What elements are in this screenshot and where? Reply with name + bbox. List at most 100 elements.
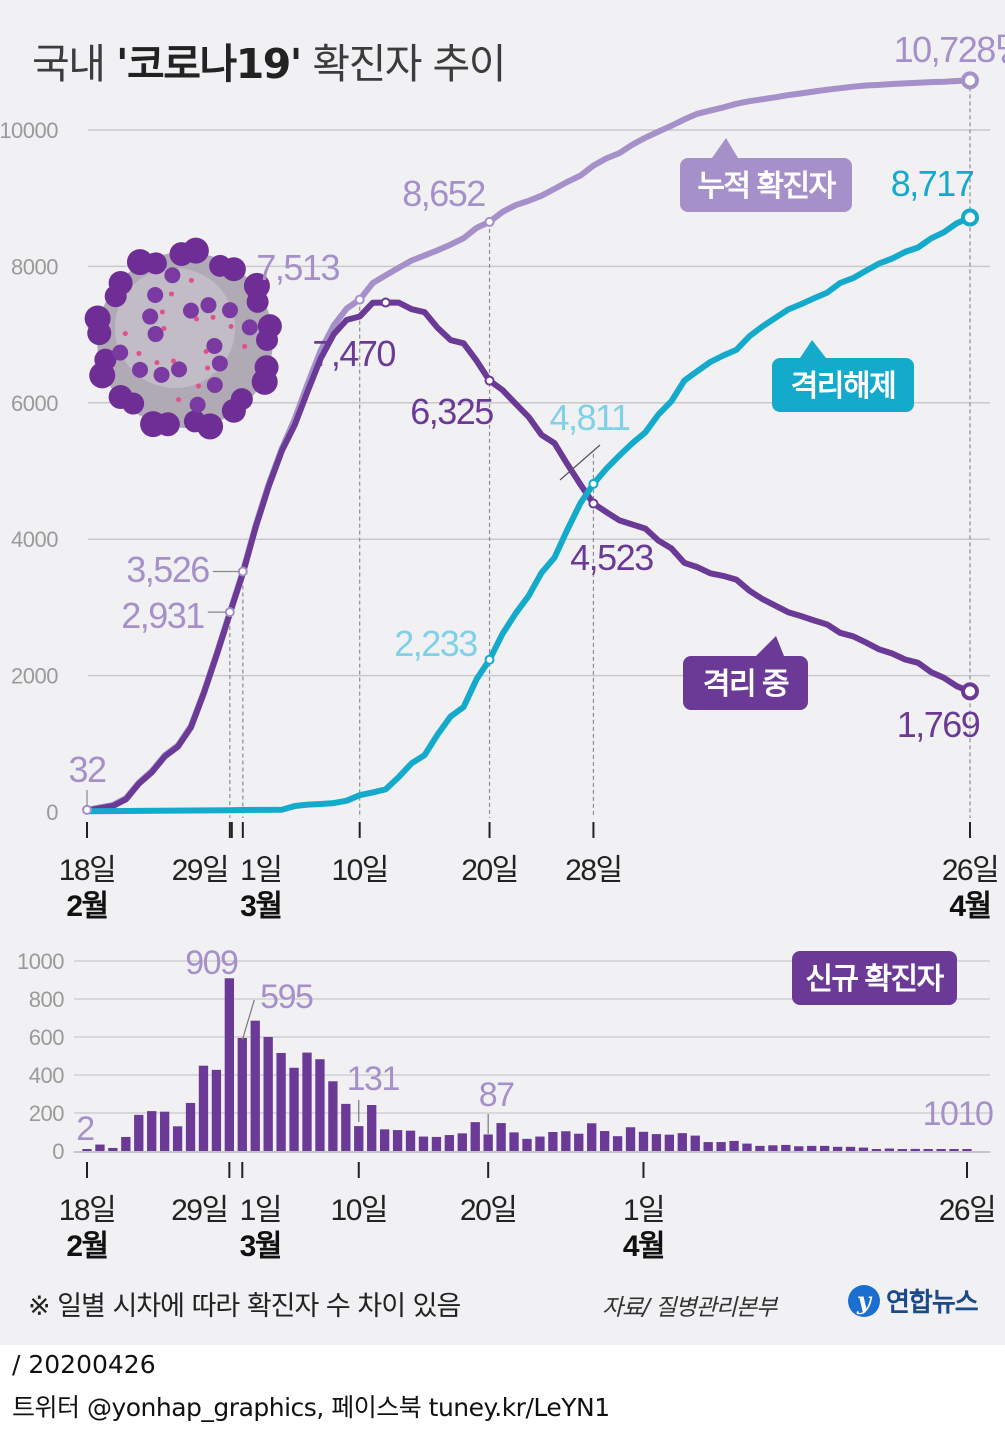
bar-x-tick-label: 29일 [171, 1194, 227, 1227]
bar [794, 1146, 804, 1151]
credit-social: 트위터 @yonhap_graphics, 페이스북 tuney.kr/LeYN… [12, 1393, 610, 1422]
bar [392, 1130, 403, 1151]
point-marker [484, 654, 495, 665]
virus-spike-icon [108, 270, 133, 295]
bar-x-tick-label: 26일 [939, 1194, 995, 1227]
virus-spike-icon [206, 337, 223, 354]
bar [962, 1149, 972, 1151]
bar-x-month-label: 3월 [240, 1230, 281, 1263]
virus-spike-icon [147, 326, 164, 343]
bar [690, 1135, 700, 1151]
point-marker [237, 566, 248, 577]
virus-dot-icon [122, 331, 128, 337]
virus-spike-icon [94, 348, 117, 371]
virus-dot-icon [154, 360, 160, 366]
bar [341, 1103, 351, 1151]
bar [677, 1133, 687, 1151]
bar [742, 1143, 752, 1151]
bar [470, 1122, 480, 1151]
virus-dot-icon [188, 277, 194, 283]
x-tick-label: 20일 [461, 854, 517, 887]
bar-x-tick-label: 10일 [331, 1194, 387, 1227]
legend-released-bubble [772, 358, 914, 412]
bar [768, 1145, 778, 1151]
title-bold: '코로나19' [115, 40, 302, 88]
x-month-label: 4월 [949, 890, 990, 923]
data-label-released: 8,717 [891, 163, 974, 204]
y-tick-label: 10000 [0, 118, 58, 143]
virus-spike-icon [108, 385, 133, 410]
bar [198, 1065, 209, 1151]
virus-dot-icon [196, 383, 202, 389]
data-label-cumulative: 2,931 [121, 595, 204, 636]
point-marker [588, 498, 599, 509]
point-marker [961, 208, 979, 227]
bar [625, 1127, 636, 1151]
point-marker [588, 478, 599, 489]
legend-isolated-tail [756, 636, 784, 656]
bar [211, 1069, 222, 1151]
bar [276, 1052, 286, 1151]
data-label-isolated: 6,325 [410, 391, 493, 432]
virus-spike-icon [140, 411, 167, 438]
bar [367, 1105, 377, 1151]
x-month-label: 3월 [240, 890, 281, 923]
virus-spike-icon [200, 297, 217, 314]
point-marker [354, 294, 365, 305]
bar-data-label: 909 [185, 944, 238, 982]
x-tick-label: 10일 [331, 854, 387, 887]
virus-spike-icon [241, 319, 258, 336]
point-marker [224, 607, 235, 618]
bar [897, 1149, 907, 1151]
data-label-cumulative: 32 [68, 749, 106, 790]
bar-x-tick-label: 18일 [59, 1194, 115, 1227]
bar [509, 1132, 519, 1151]
chart-svg: 0200040006000800010000322,9313,5267,5138… [0, 29, 1005, 1263]
bar-y-tick-label: 600 [29, 1025, 64, 1050]
bar [159, 1111, 170, 1151]
title-suffix: 확진자 추이 [300, 40, 506, 88]
footnote: ※ 일별 시차에 따라 확진자 수 차이 있음 [28, 1291, 461, 1322]
legend-new-label: 신규 확진자 [805, 963, 944, 996]
bar [871, 1149, 882, 1151]
legend-cumulative-bubble [680, 158, 852, 212]
yonhap-mark-icon: y [848, 1284, 880, 1317]
virus-spike-icon [131, 361, 148, 378]
bar-data-label: 595 [260, 978, 313, 1016]
bar-y-tick-label: 0 [52, 1139, 64, 1164]
chart-title: 국내 '코로나19' 확진자 추이 [32, 30, 506, 90]
bar [185, 1102, 196, 1151]
bar-x-tick-label: 1일 [623, 1194, 664, 1227]
yonhap-logo: y 연합뉴스 [848, 1282, 979, 1319]
virus-spike-icon [144, 252, 167, 275]
data-label-cumulative: 8,652 [402, 173, 485, 214]
bar [832, 1146, 843, 1151]
virus-spike-icon [257, 314, 282, 339]
bar [587, 1123, 597, 1151]
virus-spike-icon [182, 302, 199, 319]
y-tick-label: 2000 [11, 664, 58, 689]
bar [755, 1145, 765, 1151]
bar-y-tick-label: 200 [29, 1101, 64, 1126]
bar [923, 1149, 933, 1151]
bar [612, 1136, 623, 1151]
bar [172, 1126, 183, 1151]
bar [328, 1081, 338, 1151]
virus-spike-icon [206, 377, 223, 394]
x-tick-label: 18일 [59, 854, 115, 887]
bar [910, 1148, 920, 1151]
bar-y-tick-label: 1000 [17, 949, 64, 974]
virus-spike-icon [243, 272, 270, 299]
legend-isolated-bubble [683, 656, 808, 710]
virus-spike-icon [251, 368, 278, 395]
bar [108, 1147, 118, 1151]
legend-cumulative-tail [712, 138, 738, 158]
bar [496, 1123, 506, 1151]
bar [716, 1142, 726, 1151]
virus-dot-icon [176, 397, 182, 403]
bar [431, 1136, 442, 1151]
data-label-released: 4,811 [549, 397, 629, 438]
data-label-isolated: 1,769 [897, 704, 980, 745]
bar [457, 1133, 467, 1151]
point-marker [484, 216, 495, 227]
